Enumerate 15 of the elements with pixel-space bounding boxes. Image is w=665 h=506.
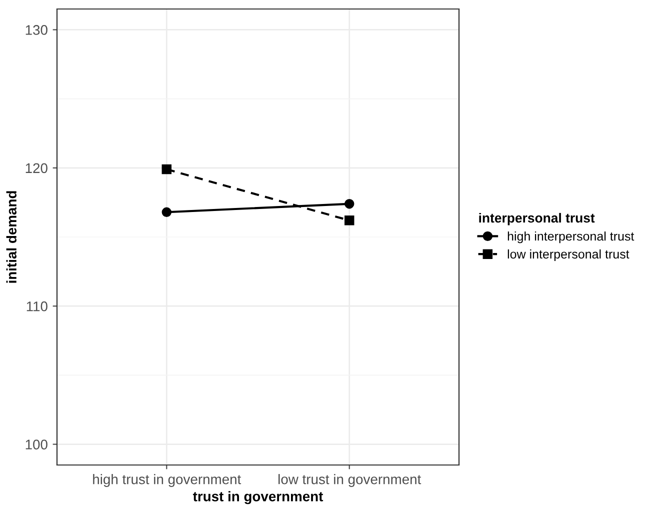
x-tick-label: high trust in government [93, 474, 242, 487]
y-tick-label: 120 [26, 163, 48, 174]
y-tick-label: 130 [26, 25, 48, 35]
point [344, 216, 354, 226]
x-tick-label: low trust in government [278, 474, 422, 487]
y-tick-label: 100 [26, 440, 48, 450]
point [162, 164, 172, 174]
point [162, 207, 172, 217]
legend-title: interpersonal trust [479, 212, 595, 226]
y-tick-label: 110 [26, 301, 48, 312]
point [344, 198, 354, 209]
y-axis-title: initial demand [6, 191, 16, 283]
legend-label: low interpersonal trust [508, 249, 630, 262]
legend-label: high interpersonal trust [508, 232, 634, 244]
x-axis-title: trust in government [192, 491, 324, 504]
